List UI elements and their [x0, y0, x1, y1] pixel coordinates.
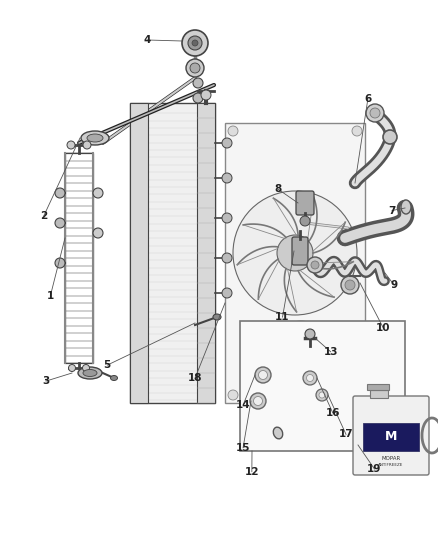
Text: 15: 15 [236, 443, 251, 453]
Ellipse shape [401, 200, 411, 214]
Circle shape [190, 63, 200, 73]
Circle shape [83, 141, 91, 149]
Circle shape [311, 261, 319, 269]
Bar [130, 103, 215, 403]
Text: 8: 8 [275, 184, 282, 194]
Circle shape [222, 253, 232, 263]
Circle shape [192, 40, 198, 46]
Bar [225, 123, 365, 403]
Circle shape [193, 93, 203, 103]
Circle shape [193, 78, 203, 88]
Circle shape [68, 365, 75, 372]
Text: 7: 7 [389, 206, 396, 215]
Circle shape [303, 371, 317, 385]
Circle shape [222, 173, 232, 183]
Text: 2: 2 [40, 211, 47, 221]
Text: 3: 3 [42, 376, 49, 386]
Bar [363, 423, 419, 451]
Ellipse shape [87, 134, 103, 142]
Ellipse shape [78, 367, 102, 379]
Text: 4: 4 [143, 35, 150, 45]
Circle shape [228, 390, 238, 400]
Circle shape [186, 59, 204, 77]
FancyBboxPatch shape [296, 191, 314, 215]
Text: 12: 12 [244, 467, 259, 477]
Bar [370, 390, 388, 398]
FancyBboxPatch shape [292, 237, 308, 265]
Ellipse shape [81, 131, 109, 145]
Circle shape [305, 329, 315, 339]
Text: 6: 6 [364, 94, 371, 103]
Text: 11: 11 [275, 312, 290, 322]
Circle shape [55, 258, 65, 268]
Bar [65, 153, 93, 363]
Circle shape [228, 126, 238, 136]
Circle shape [55, 188, 65, 198]
Text: MOPAR: MOPAR [381, 456, 401, 462]
Circle shape [341, 276, 359, 294]
Bar [367, 384, 389, 390]
Circle shape [233, 191, 357, 315]
Circle shape [55, 218, 65, 228]
Text: 18: 18 [187, 374, 202, 383]
Bar [240, 321, 405, 451]
Text: 14: 14 [236, 400, 251, 410]
Circle shape [345, 280, 355, 290]
Circle shape [352, 390, 362, 400]
Circle shape [366, 104, 384, 122]
Text: 13: 13 [323, 347, 338, 357]
Circle shape [222, 213, 232, 223]
Ellipse shape [213, 314, 221, 320]
Circle shape [258, 370, 268, 379]
Circle shape [67, 141, 75, 149]
Text: 17: 17 [339, 430, 353, 439]
Ellipse shape [83, 369, 97, 376]
Text: M: M [385, 430, 397, 442]
Circle shape [370, 108, 380, 118]
Ellipse shape [110, 376, 117, 381]
Text: 16: 16 [325, 408, 340, 418]
Circle shape [188, 36, 202, 50]
Text: 10: 10 [376, 323, 391, 333]
Ellipse shape [273, 427, 283, 439]
Circle shape [250, 393, 266, 409]
Circle shape [352, 126, 362, 136]
Circle shape [82, 365, 89, 372]
Text: 19: 19 [367, 464, 381, 474]
Circle shape [255, 367, 271, 383]
Circle shape [93, 188, 103, 198]
Circle shape [307, 375, 314, 382]
Circle shape [319, 392, 325, 398]
Bar [130, 103, 148, 403]
Circle shape [201, 90, 211, 100]
Bar [197, 103, 215, 403]
Text: ANTIFREEZE: ANTIFREEZE [378, 463, 404, 467]
Circle shape [383, 130, 397, 144]
Circle shape [307, 257, 323, 273]
Circle shape [316, 389, 328, 401]
FancyBboxPatch shape [353, 396, 429, 475]
Circle shape [222, 138, 232, 148]
Text: 1: 1 [47, 291, 54, 301]
Text: 5: 5 [104, 360, 111, 370]
Circle shape [254, 397, 262, 406]
Circle shape [182, 30, 208, 56]
Circle shape [300, 216, 310, 226]
Circle shape [277, 235, 313, 271]
Text: 9: 9 [391, 280, 398, 290]
Circle shape [222, 288, 232, 298]
Circle shape [93, 228, 103, 238]
